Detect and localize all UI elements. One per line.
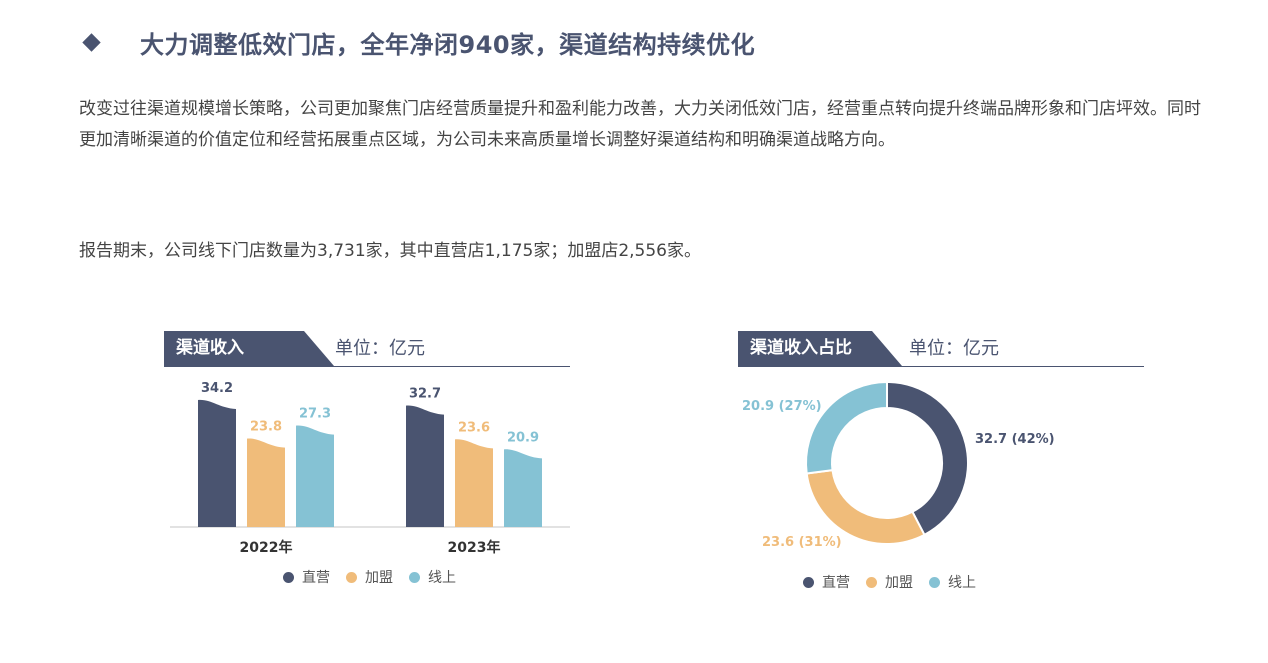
bar-加盟-2023年	[455, 439, 493, 527]
legend-item-线上: 线上	[409, 567, 456, 587]
legend-label: 直营	[822, 575, 850, 591]
bar-value-label: 23.8	[250, 420, 282, 435]
bar-value-label: 23.6	[458, 420, 490, 435]
legend-item-加盟: 加盟	[866, 572, 913, 592]
legend-label: 直营	[302, 570, 330, 586]
legend-swatch	[346, 571, 357, 583]
bar-chart: 34.2 23.8 27.3 2022年 32.7 23.6 20.9 2023年	[170, 381, 570, 556]
section-title: 大力调整低效门店，全年净闭940家，渠道结构持续优化	[140, 30, 756, 59]
bar-panel-tab: 渠道收入	[164, 331, 334, 366]
donut-slice-label: 32.7 (42%)	[975, 432, 1055, 447]
legend-item-线上: 线上	[929, 572, 976, 592]
donut-slice-label: 20.9 (27%)	[742, 399, 822, 414]
legend-swatch	[409, 571, 420, 583]
legend-label: 线上	[948, 575, 976, 591]
bar-value-label: 34.2	[201, 381, 233, 396]
bar-线上-2023年	[504, 449, 542, 527]
donut-slice-直营	[886, 380, 969, 537]
strategy-paragraph: 改变过往渠道规模增长策略，公司更加聚焦门店经营质量提升和盈利能力改善，大力关闭低…	[79, 99, 1201, 150]
bar-panel-unit: 单位：亿元	[335, 338, 425, 359]
legend-swatch	[929, 576, 940, 588]
bar-value-label: 20.9	[507, 430, 539, 445]
bar-category-label: 2023年	[448, 539, 501, 556]
pie-panel-underline	[738, 365, 1144, 367]
bar-category-label: 2022年	[240, 539, 293, 556]
bar-panel-underline	[164, 365, 570, 367]
donut-slice-label: 23.6 (31%)	[762, 535, 842, 550]
legend-label: 线上	[428, 570, 456, 586]
bar-panel-header: 渠道收入 单位：亿元	[164, 331, 570, 367]
section-heading: 大力调整低效门店，全年净闭940家，渠道结构持续优化	[80, 22, 755, 62]
legend-item-加盟: 加盟	[346, 567, 393, 587]
pie-panel-unit: 单位：亿元	[909, 338, 999, 359]
legend-swatch	[283, 571, 294, 583]
bar-直营-2022年	[198, 399, 236, 527]
bar-加盟-2022年	[247, 438, 285, 527]
store-count-paragraph: 报告期末，公司线下门店数量为3,731家，其中直营店1,175家；加盟店2,55…	[79, 241, 702, 261]
legend-label: 加盟	[885, 575, 913, 591]
donut-slice-线上	[805, 380, 888, 475]
bar-线上-2022年	[296, 425, 334, 527]
pie-panel-tab: 渠道收入占比	[738, 331, 902, 366]
legend-label: 加盟	[365, 570, 393, 586]
bar-直营-2023年	[406, 405, 444, 527]
diamond-bullet-icon	[82, 32, 101, 52]
legend-item-直营: 直营	[283, 567, 330, 587]
donut-slice-加盟	[805, 469, 926, 545]
bar-value-label: 32.7	[409, 387, 441, 402]
donut-chart: 32.7 (42%) 23.6 (31%) 20.9 (27%)	[742, 380, 1055, 550]
pie-panel-header: 渠道收入占比 单位：亿元	[738, 331, 1144, 367]
bar-value-label: 27.3	[299, 407, 331, 422]
bar-chart-legend: 直营 加盟 线上	[283, 567, 472, 587]
legend-item-直营: 直营	[803, 572, 850, 592]
donut-chart-legend: 直营 加盟 线上	[803, 572, 992, 592]
legend-swatch	[866, 576, 877, 588]
legend-swatch	[803, 576, 814, 588]
